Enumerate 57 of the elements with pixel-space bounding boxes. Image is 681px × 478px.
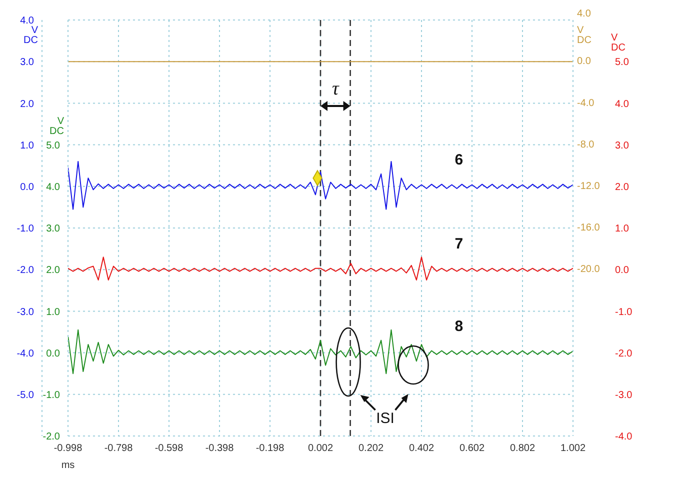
text: -4.0 — [577, 98, 595, 109]
x-tick-label: -0.398 — [205, 443, 234, 454]
y3-tick-label: 1.0 — [615, 224, 630, 235]
x-tick-label: -0.798 — [104, 443, 134, 454]
y2-tick-label: 0.0 — [46, 348, 60, 360]
series-label: 6 — [454, 152, 464, 169]
y-axis-title: V DC — [24, 25, 38, 46]
y-tick-label: -1.0 — [16, 224, 34, 235]
y2-axis-title: V DC — [50, 116, 64, 137]
y3-tick-label: 0.0 — [615, 265, 630, 276]
y2-tick-label: 4.0 — [46, 182, 60, 193]
y3-tick-label: 3.0 — [615, 140, 630, 152]
y-tick-label: 3.0 — [20, 57, 34, 68]
annotation: ISI — [376, 410, 394, 427]
y-tick-label: -2.0 — [16, 265, 34, 276]
text: -16.0 — [577, 222, 600, 234]
x-tick-label: -0.598 — [154, 443, 184, 454]
y2-tick-label: 5.0 — [46, 140, 60, 152]
y3-tick-label: -4.0 — [615, 432, 633, 443]
y2-tick-label: -1.0 — [42, 390, 60, 401]
y-tick-label: 1.0 — [20, 140, 34, 152]
y3-tick-label: 5.0 — [615, 57, 630, 68]
y-tick-label: -5.0 — [16, 390, 34, 401]
text: V DC — [577, 25, 592, 46]
x-tick-label: 0.602 — [459, 443, 485, 454]
annotation: τ — [332, 78, 340, 100]
text: 4.0 — [577, 8, 592, 20]
y-tick-label: 4.0 — [20, 16, 34, 27]
x-tick-label: 0.402 — [408, 443, 434, 454]
series-label: 8 — [454, 318, 464, 336]
y3-tick-label: -3.0 — [615, 390, 633, 401]
y-tick-label: 2.0 — [20, 98, 34, 110]
line-series — [68, 256, 573, 280]
x-tick-label: -0.198 — [256, 443, 285, 454]
y2-tick-label: -2.0 — [42, 432, 60, 443]
y3-tick-label: -2.0 — [615, 348, 633, 360]
series-label: 7 — [454, 235, 464, 252]
x-tick-label: -0.998 — [54, 443, 83, 454]
x-axis-title: ms — [61, 460, 75, 471]
x-tick-label: 0.002 — [308, 443, 334, 454]
text: -20.0 — [577, 264, 600, 276]
x-tick-label: 1.002 — [560, 443, 586, 454]
y3-tick-label: -1.0 — [615, 306, 633, 318]
x-tick-label: 0.802 — [510, 443, 536, 454]
y3-tick-label: 2.0 — [615, 182, 630, 193]
y2-tick-label: 2.0 — [46, 265, 60, 276]
y-tick-label: -4.0 — [16, 348, 34, 360]
text: -12.0 — [577, 181, 600, 192]
text: -8.0 — [577, 139, 595, 150]
y2-tick-label: 3.0 — [46, 224, 60, 235]
y3-axis-title: V DC — [611, 32, 626, 54]
y-tick-label: 0.0 — [20, 182, 34, 193]
y3-tick-label: 4.0 — [615, 98, 630, 110]
y2-tick-label: 1.0 — [46, 306, 60, 318]
y-tick-label: -3.0 — [16, 306, 34, 318]
text: 0.0 — [577, 56, 592, 68]
x-tick-label: 0.202 — [358, 443, 384, 454]
